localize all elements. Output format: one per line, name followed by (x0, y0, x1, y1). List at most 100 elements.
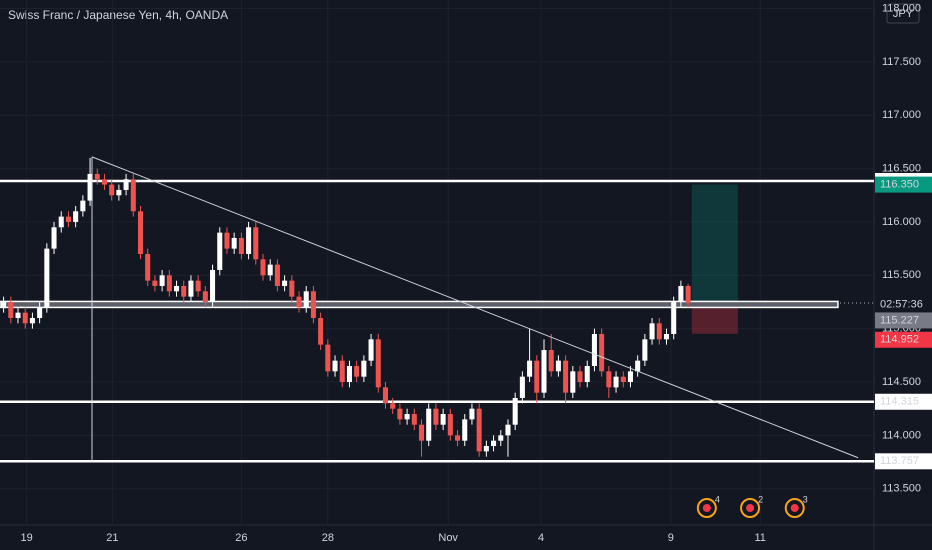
price-label: 114.315 (880, 396, 919, 408)
countdown-box (875, 296, 932, 313)
candle-body (29, 317, 35, 324)
price-label: 115.227 (880, 314, 919, 326)
candle-body (8, 301, 14, 318)
event-dot (702, 504, 711, 512)
candle-body (476, 408, 482, 452)
candle-body (267, 264, 273, 276)
candle-body (87, 173, 93, 201)
candle-body (1, 301, 7, 308)
candle-body (130, 179, 136, 212)
candle-body (109, 184, 115, 196)
candle-body (174, 285, 180, 292)
event-dot (790, 504, 799, 512)
price-label-box (875, 331, 932, 348)
candle-body (296, 296, 302, 308)
candle-body (534, 360, 540, 393)
candle-body (382, 387, 389, 404)
candle-body (260, 259, 266, 276)
x-tick-label: Nov (438, 532, 458, 544)
candle-body (577, 371, 583, 383)
candle-body (145, 253, 151, 281)
candle-body (570, 371, 576, 393)
trend-line (91, 156, 859, 459)
candle-body (22, 312, 28, 324)
candle-body (274, 264, 280, 286)
candle-body (210, 269, 216, 302)
candle-body (310, 291, 316, 318)
candle-body (541, 350, 547, 393)
candle-body (332, 360, 338, 372)
candle-body (123, 179, 129, 190)
x-tick-label: 26 (235, 532, 247, 544)
x-tick-label: 28 (322, 532, 334, 544)
event-count[interactable]: 2 (758, 494, 763, 504)
candle-body (469, 408, 475, 420)
candle-body (354, 366, 360, 377)
price-label-box (875, 176, 932, 193)
currency-box[interactable] (886, 3, 920, 24)
candle-body (318, 317, 324, 345)
candle-body (591, 333, 597, 367)
candle-body (512, 398, 518, 425)
candle-body (73, 211, 79, 222)
candle-body (426, 408, 432, 441)
candle-body (433, 408, 439, 425)
x-tick-label: 21 (106, 532, 118, 544)
x-tick-label: 19 (21, 532, 33, 544)
price-label: 116.350 (880, 179, 919, 191)
y-tick-label: 116.500 (882, 163, 921, 175)
candle-body (642, 339, 648, 361)
candle-body (231, 237, 237, 249)
candle-body (671, 301, 677, 334)
candle-body (289, 280, 295, 297)
candle-body (527, 360, 533, 377)
candle-body (65, 216, 71, 222)
candle-body (519, 376, 525, 399)
price-label-box (875, 312, 932, 329)
candle-body (246, 227, 252, 254)
event-count[interactable]: 4 (715, 494, 720, 504)
candle-body (116, 189, 122, 196)
candle-body (51, 227, 57, 249)
candle-body (447, 414, 453, 436)
candle-body (152, 280, 158, 286)
candle-body (202, 291, 208, 302)
candle-body (555, 360, 561, 372)
x-tick-label: 9 (668, 532, 674, 544)
candle-body (584, 366, 590, 383)
candle-body (346, 366, 352, 383)
candle-body (649, 323, 655, 340)
candle-body (483, 446, 489, 452)
candle-body (339, 360, 345, 383)
candle-body (491, 440, 497, 447)
price-label: 114.952 (880, 334, 919, 346)
candle-body (455, 435, 461, 441)
candle-body (411, 414, 417, 425)
y-tick-label: 115.500 (882, 269, 921, 281)
candle-body (325, 344, 331, 372)
candle-body (656, 323, 662, 340)
candle-body (195, 280, 201, 292)
candle-body (404, 414, 410, 420)
candle-body (188, 280, 194, 297)
candle-body (627, 371, 633, 383)
y-tick-label: 114.000 (882, 429, 921, 441)
candle-body (15, 312, 21, 318)
candle-body (361, 360, 367, 377)
price-label-box (875, 453, 932, 470)
candle-body (217, 232, 223, 270)
candle-body (440, 414, 446, 425)
candle-body (159, 275, 165, 286)
y-tick-label: 118.000 (882, 2, 921, 14)
candle-body (224, 232, 230, 249)
candle-body (368, 339, 374, 361)
candle-body (44, 248, 50, 308)
candle-body (137, 211, 144, 254)
candle-body (505, 424, 511, 436)
candle-body (606, 371, 612, 388)
event-count[interactable]: 3 (803, 494, 808, 504)
y-tick-label: 116.000 (882, 216, 921, 228)
candle-body (620, 376, 626, 383)
currency[interactable]: JPY (893, 8, 914, 20)
